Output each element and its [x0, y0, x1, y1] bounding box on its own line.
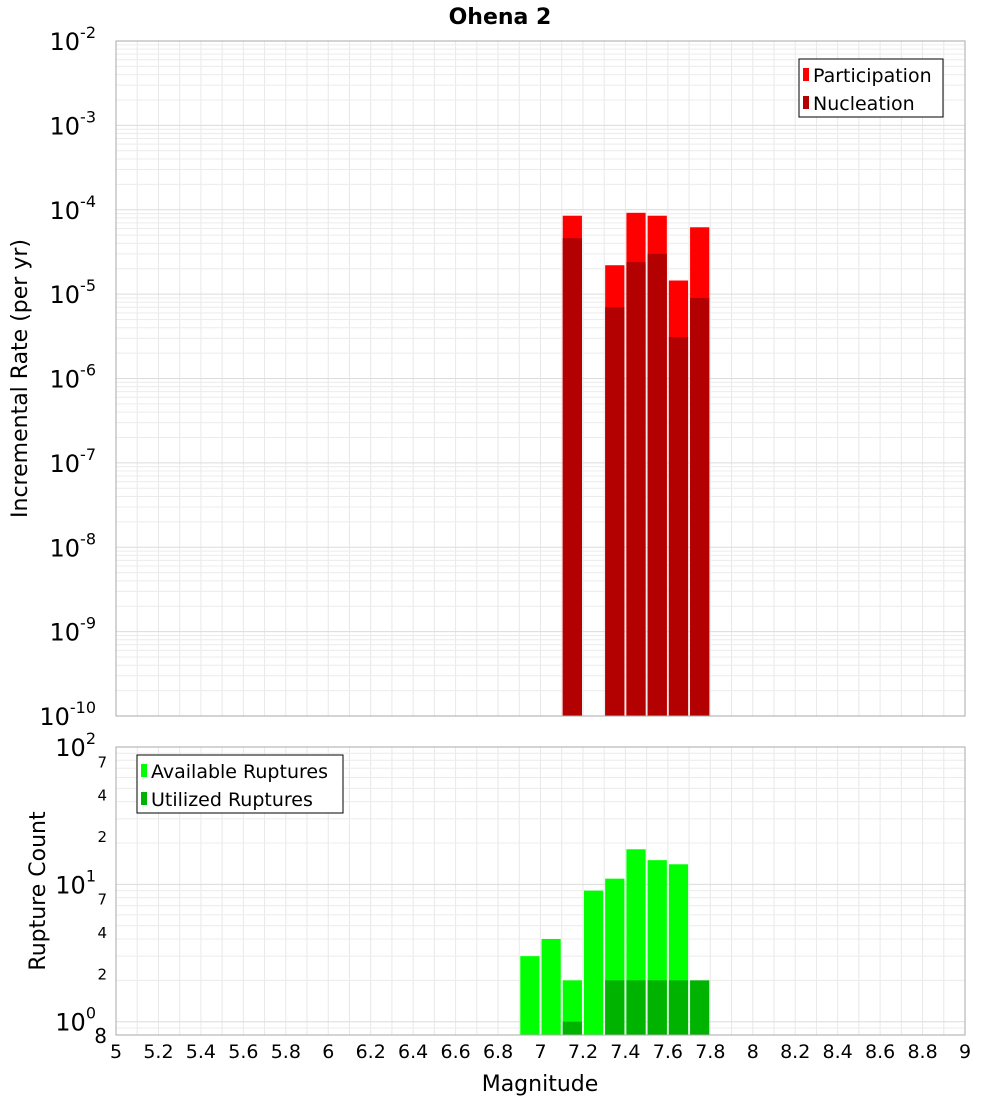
legend: Participation Nucleation [798, 58, 944, 118]
bar [583, 890, 604, 1035]
x-tick-label: 6.4 [398, 1041, 428, 1063]
y-tick-labels: 100 101 102 8 2 4 7 2 4 7 [55, 729, 107, 1048]
x-tick-label: 8.6 [865, 1041, 895, 1063]
legend-label: Nucleation [813, 93, 915, 115]
bar [541, 939, 561, 1035]
x-tick-label: 5.8 [271, 1041, 301, 1063]
y-tick-label: 10-3 [50, 107, 97, 140]
x-tick-label: 9 [959, 1041, 971, 1063]
y-tick-label: 10-7 [50, 445, 97, 478]
legend-label: Utilized Ruptures [151, 789, 313, 811]
bar [626, 980, 646, 1035]
bar [647, 980, 667, 1035]
y-tick-label: 10-8 [50, 529, 97, 562]
y-tick-label: 10-5 [50, 276, 97, 309]
y-minor-tick-label: 7 [97, 891, 107, 909]
y-tick-label: 101 [55, 866, 96, 899]
x-tick-label: 8.4 [823, 1041, 853, 1063]
plot-frame [115, 40, 966, 717]
y-minor-tick-label: 2 [97, 828, 107, 846]
legend-box [136, 754, 344, 814]
y-tick-labels: 10-10 10-9 10-8 10-7 10-6 10-5 10-4 10-3 10-2 [39, 23, 96, 731]
y-axis-label: Incremental Rate (per yr) [8, 239, 33, 518]
legend-label: Participation [813, 65, 932, 87]
bar [647, 253, 667, 716]
x-tick-label: 7.8 [695, 1041, 725, 1063]
y-minor-tick-label: 7 [97, 753, 107, 771]
y-axis-label: Rupture Count [26, 811, 51, 971]
x-tick-label: 8 [747, 1041, 759, 1063]
x-tick-label: 8.2 [780, 1041, 810, 1063]
panel-1: 10-10 10-9 10-8 10-7 10-6 10-5 10-4 10-3 10-2 Inc… [8, 23, 966, 731]
legend-box [798, 58, 944, 118]
legend: Available Ruptures Utilized Ruptures [136, 754, 344, 814]
y-tick-label: 102 [55, 729, 96, 762]
x-tick-label: 6.8 [483, 1041, 513, 1063]
bar [605, 307, 625, 716]
x-tick-label: 7.6 [653, 1041, 683, 1063]
y-minor-tick-label: 4 [97, 924, 107, 942]
y-minor-tick-label: 4 [97, 787, 107, 805]
x-tick-label: 7 [534, 1041, 546, 1063]
x-tick-label: 5.2 [143, 1041, 173, 1063]
bar [605, 980, 625, 1035]
chart-title: Ohena 2 [449, 5, 552, 30]
y-tick-label: 10-10 [39, 698, 96, 731]
x-tick-label: 6 [322, 1041, 334, 1063]
series-utilized-ruptures [562, 980, 710, 1035]
legend-swatch [141, 792, 147, 805]
legend-swatch [803, 68, 809, 81]
plot-frame [115, 746, 966, 1036]
legend-swatch [141, 764, 147, 777]
x-axis-label: Magnitude [482, 1072, 599, 1097]
bar [562, 238, 582, 716]
y-minor-tick-label: 2 [97, 965, 107, 983]
x-tick-label: 8.8 [907, 1041, 937, 1063]
grid-lines [115, 40, 966, 717]
x-tick-label: 5.4 [186, 1041, 216, 1063]
y-tick-label: 10-4 [50, 192, 97, 225]
bars [520, 849, 710, 1035]
x-tick-label: 7.4 [610, 1041, 640, 1063]
y-tick-label: 10-9 [50, 614, 97, 647]
x-tick-label: 7.2 [568, 1041, 598, 1063]
bar [626, 262, 646, 716]
legend-swatch [803, 96, 809, 109]
y-tick-label: 100 [55, 1004, 96, 1037]
series-nucleation [562, 238, 710, 716]
x-tick-label: 6.2 [356, 1041, 386, 1063]
x-tick-label: 6.6 [440, 1041, 470, 1063]
bar [562, 1021, 582, 1035]
bars [562, 212, 710, 717]
y-minor-tick-label: 8 [94, 1024, 107, 1048]
x-tick-label: 5 [110, 1041, 122, 1063]
y-tick-label: 10-6 [50, 361, 97, 394]
bar [520, 956, 540, 1035]
bar [562, 980, 582, 1035]
x-tick-label: 5.6 [228, 1041, 258, 1063]
panel-2: 100 101 102 8 2 4 7 2 4 7 Rupture Count Available R… [26, 729, 966, 1048]
bar [668, 980, 689, 1035]
bar [690, 980, 710, 1035]
x-tick-labels: 5 5.2 5.4 5.6 5.8 6 6.2 6.4 6.6 6.8 7 7.2 7.4 7.6 7.8 8… [110, 1041, 971, 1063]
legend-label: Available Ruptures [151, 761, 328, 783]
bar [690, 297, 710, 716]
y-tick-label: 10-2 [50, 23, 97, 56]
bar [668, 337, 689, 716]
